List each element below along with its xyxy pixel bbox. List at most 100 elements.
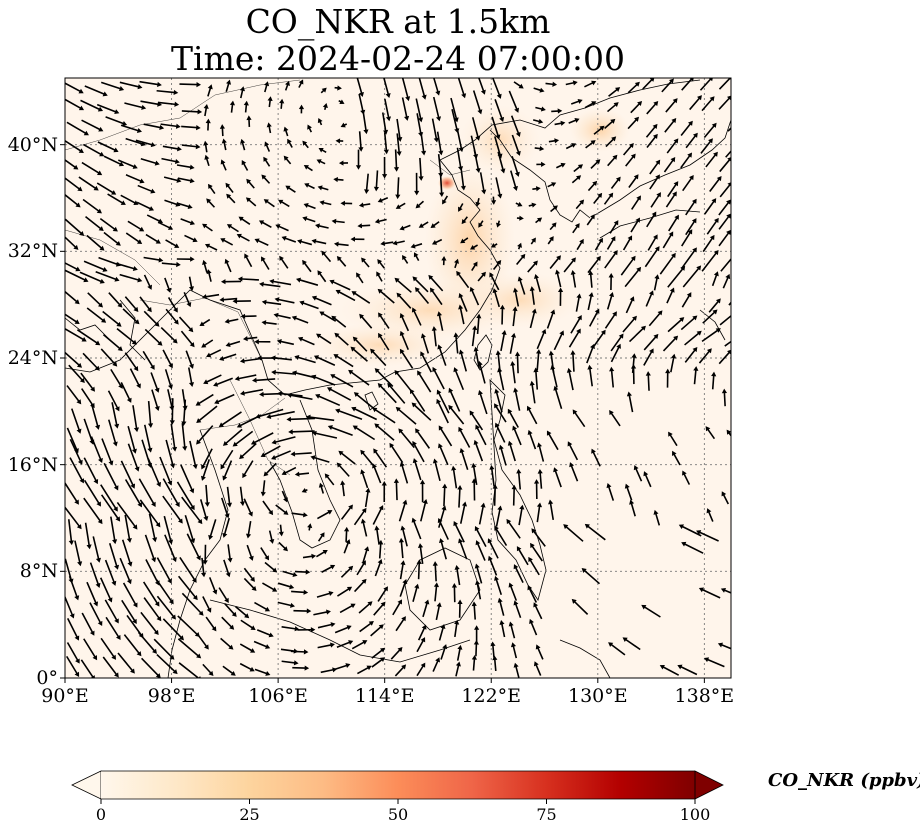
wind-arrow <box>255 408 284 419</box>
wind-arrow <box>285 185 296 193</box>
wind-arrow <box>567 441 579 461</box>
wind-arrow <box>213 377 233 387</box>
wind-arrow <box>474 525 487 548</box>
wind-arrow <box>568 118 580 124</box>
wind-arrow <box>143 597 162 622</box>
wind-arrow <box>311 238 327 245</box>
wind-arrow <box>609 409 621 427</box>
wind-arrow <box>322 103 328 111</box>
wind-arrow <box>362 113 369 135</box>
wind-arrow <box>454 565 461 586</box>
wind-arrow <box>181 389 188 411</box>
wind-arrow <box>529 286 535 305</box>
wind-arrow <box>204 243 218 251</box>
wind-arrow <box>394 277 412 293</box>
wind-arrow <box>517 242 522 250</box>
wind-arrow <box>246 178 255 189</box>
lon-tick-label: 130°E <box>567 685 628 707</box>
wind-arrow <box>512 425 522 446</box>
wind-arrow <box>727 126 731 132</box>
wind-arrow <box>414 287 430 305</box>
wind-arrow <box>140 157 160 166</box>
wind-arrow <box>220 238 234 246</box>
wind-arrow <box>225 79 232 92</box>
wind-arrow <box>165 439 176 469</box>
wind-arrow <box>221 138 227 151</box>
wind-arrow <box>116 327 138 345</box>
wind-arrow <box>510 361 516 384</box>
wind-arrow <box>610 176 621 189</box>
wind-arrow <box>206 198 216 208</box>
wind-arrow <box>127 220 145 232</box>
wind-arrow <box>396 133 402 157</box>
wind-arrow <box>122 308 140 325</box>
wind-arrow <box>399 348 414 369</box>
wind-arrow <box>454 619 460 638</box>
wind-arrow <box>66 617 80 641</box>
wind-arrow <box>534 146 545 152</box>
wind-arrow <box>419 479 426 503</box>
wind-arrow <box>439 538 448 560</box>
wind-arrow <box>685 132 698 149</box>
wind-arrow <box>120 124 142 133</box>
colorbar-tick-label: 25 <box>239 805 260 824</box>
wind-arrow <box>202 259 208 273</box>
wind-arrow <box>680 152 693 169</box>
wind-arrow <box>681 292 692 308</box>
wind-arrow <box>721 388 728 407</box>
wind-arrow <box>494 422 506 443</box>
wind-arrow <box>80 659 95 678</box>
wind-arrow <box>139 296 152 313</box>
wind-arrow <box>720 588 731 594</box>
wind-arrow <box>533 87 545 93</box>
wind-arrow <box>81 161 103 176</box>
wind-arrow <box>97 141 119 153</box>
wind-arrow <box>85 215 104 231</box>
wind-arrow <box>454 258 459 269</box>
lon-tick-label: 98°E <box>147 685 196 707</box>
wind-arrow <box>356 272 364 284</box>
wind-arrow <box>141 439 153 468</box>
wind-arrow <box>143 274 153 290</box>
wind-arrow <box>471 601 477 620</box>
wind-arrow <box>181 125 201 131</box>
wind-arrow <box>417 370 432 393</box>
wind-arrow <box>145 559 160 586</box>
wind-arrow <box>572 223 580 234</box>
wind-arrow <box>698 587 721 599</box>
wind-arrow <box>286 392 313 401</box>
wind-arrow <box>138 478 156 507</box>
wind-arrow <box>181 144 201 150</box>
wind-arrow <box>291 315 309 324</box>
wind-arrow <box>555 269 562 288</box>
wind-arrow <box>717 642 731 650</box>
wind-arrow <box>86 234 105 251</box>
wind-arrow <box>65 269 89 283</box>
wind-arrow <box>180 464 195 494</box>
wind-arrow <box>380 240 394 246</box>
wind-arrow <box>206 349 222 358</box>
wind-arrow <box>162 349 173 369</box>
wind-arrow <box>476 313 482 334</box>
wind-arrow <box>607 154 618 167</box>
wind-arrow <box>99 218 118 232</box>
wind-arrow <box>291 512 308 518</box>
wind-arrow <box>571 598 589 615</box>
wind-arrow <box>184 234 198 243</box>
wind-arrow <box>176 481 195 511</box>
wind-arrow <box>398 428 415 449</box>
wind-arrow <box>236 414 262 428</box>
wind-arrow <box>534 274 542 293</box>
wind-arrow <box>294 569 311 575</box>
wind-arrow <box>436 389 450 414</box>
wind-arrow <box>78 176 99 191</box>
wind-arrow <box>253 640 271 649</box>
wind-arrow <box>725 149 731 158</box>
wind-arrow <box>377 383 397 404</box>
wind-arrow <box>222 460 233 481</box>
wind-arrow <box>195 393 214 406</box>
wind-arrow <box>624 266 642 288</box>
wind-arrow <box>178 662 201 678</box>
wind-arrow <box>453 367 465 391</box>
wind-arrow <box>718 349 731 365</box>
